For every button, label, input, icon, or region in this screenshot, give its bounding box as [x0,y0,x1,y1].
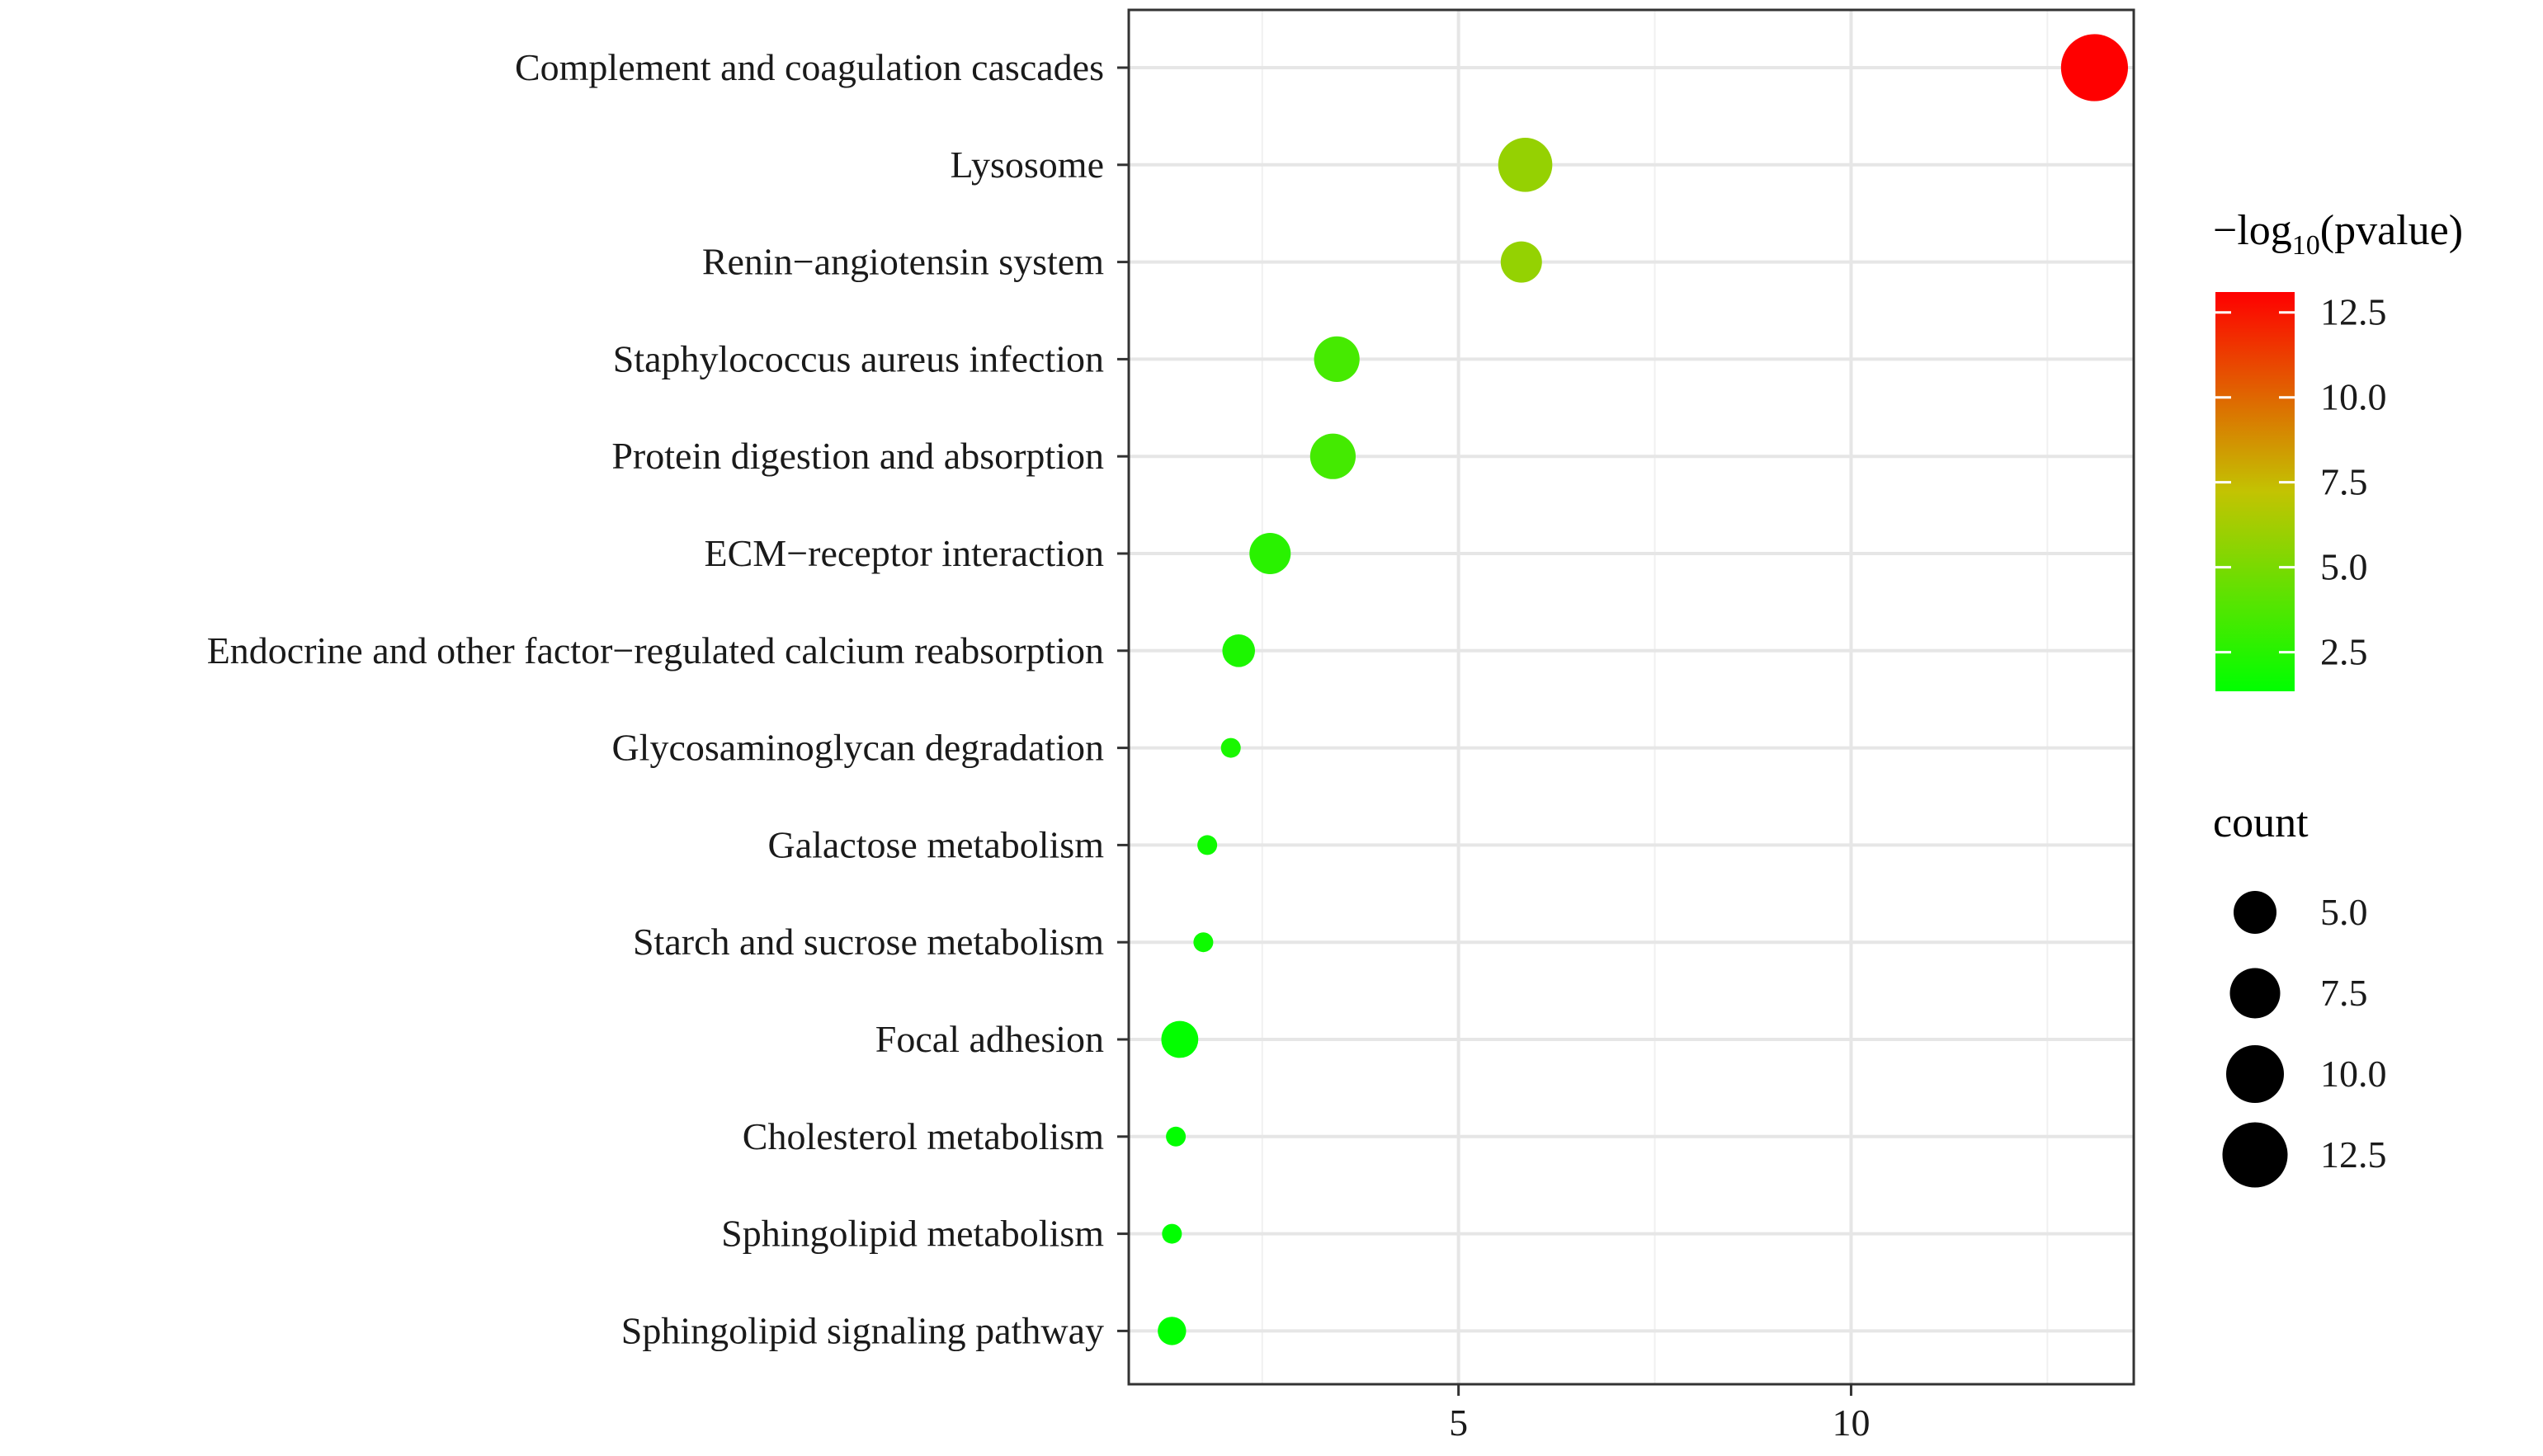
colorbar-tick-label: 12.5 [2320,291,2387,333]
plot-background [1129,10,2134,1384]
size-legend-dot [2234,891,2276,934]
grid-major-lines [1129,10,2134,1384]
y-tick-label: Renin−angiotensin system [702,241,1104,283]
color-legend-title-tail: (pvalue) [2320,207,2463,254]
size-legend-label: 12.5 [2320,1133,2387,1176]
colorbar-tick-label: 10.0 [2320,376,2387,418]
data-point [1193,932,1214,953]
colorbar-tick-label: 2.5 [2320,631,2368,673]
data-point [1222,634,1256,667]
data-point [1314,336,1360,382]
colorbar [2215,292,2295,691]
y-tick-label: Glycosaminoglycan degradation [611,727,1104,769]
size-legend-title: count [2213,799,2309,846]
y-tick-label: Starch and sucrose metabolism [633,921,1104,963]
y-tick-label: Focal adhesion [875,1018,1104,1060]
data-point [2060,34,2129,101]
data-point [1220,737,1241,758]
colorbar-tick-label: 5.0 [2320,546,2368,588]
y-tick-label: Protein digestion and absorption [611,435,1104,477]
size-legend-label: 10.0 [2320,1053,2387,1095]
y-tick-label: Endocrine and other factor−regulated cal… [207,629,1104,671]
size-legend-dot [2226,1045,2284,1103]
y-tick-label: Sphingolipid signaling pathway [621,1309,1104,1351]
color-legend-title: −log10(pvalue) [2213,207,2463,261]
y-tick-label: ECM−receptor interaction [705,532,1104,574]
y-tick-label: Galactose metabolism [768,823,1105,865]
x-tick-label: 10 [1832,1402,1870,1444]
plot-border [1127,8,2135,1386]
data-point [1500,241,1542,283]
x-tick-label: 5 [1449,1402,1468,1444]
size-legend-label: 5.0 [2320,891,2368,933]
data-point [1249,533,1291,574]
data-point [1498,138,1553,192]
data-point [1161,1020,1199,1058]
y-axis: Complement and coagulation cascades Lysos… [207,46,1129,1351]
x-axis: 5 10 [1449,1384,1870,1444]
size-legend-dot [2229,968,2281,1019]
color-legend-title-subscript: 10 [2292,230,2320,261]
color-legend: −log10(pvalue) 12.5 10.0 7.5 5.0 2.5 [2213,207,2463,691]
data-point [1197,835,1218,855]
size-legend-items: 5.0 7.5 10.0 12.5 [2222,891,2387,1188]
data-point [1158,1317,1187,1345]
size-legend-label: 7.5 [2320,972,2368,1014]
y-tick-label: Complement and coagulation cascades [515,46,1104,88]
data-point [1309,433,1356,479]
data-point [1166,1126,1187,1147]
y-tick-label: Cholesterol metabolism [743,1115,1104,1157]
grid-minor-lines [1261,10,2049,1384]
size-legend-dot [2222,1122,2288,1188]
plot-panel [1127,8,2135,1386]
colorbar-tick-label: 7.5 [2320,461,2368,503]
size-legend: count 5.0 7.5 10.0 12.5 [2213,799,2387,1188]
colorbar-ticks: 12.5 10.0 7.5 5.0 2.5 [2215,291,2387,673]
y-tick-label: Sphingolipid metabolism [721,1213,1104,1255]
color-legend-title-main: −log [2213,207,2292,254]
y-tick-label: Staphylococcus aureus infection [613,337,1104,379]
data-point [1162,1223,1182,1244]
y-tick-label: Lysosome [950,144,1104,186]
data-points [1158,34,2129,1345]
